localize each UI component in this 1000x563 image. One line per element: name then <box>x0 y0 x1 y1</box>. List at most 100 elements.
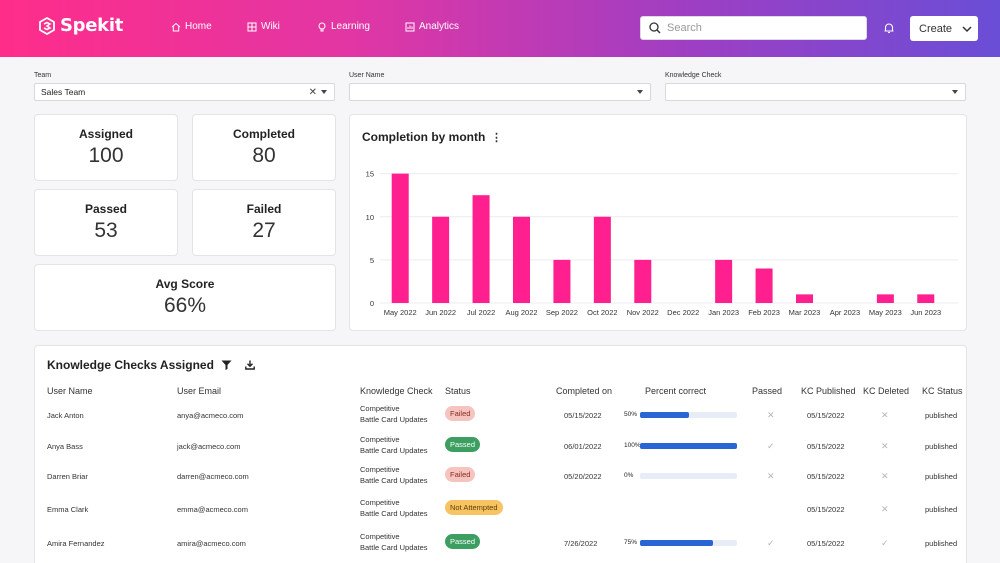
row-kc-line1: Competitive <box>360 532 400 541</box>
row-kc-published: 05/15/2022 <box>807 505 845 514</box>
nav-learning-label: Learning <box>331 21 370 32</box>
row-kc-status: published <box>925 505 958 514</box>
row-passed-mark: ✕ <box>767 471 775 481</box>
bar[interactable] <box>917 294 935 303</box>
row-percent-label: 75% <box>624 539 638 546</box>
table-row[interactable]: Amira Fernandez amira@acmeco.com Competiti… <box>35 527 968 559</box>
col-status[interactable]: Status <box>445 386 471 396</box>
row-percent-label: 50% <box>624 411 638 418</box>
row-kc-published: 05/15/2022 <box>807 472 845 481</box>
row-user-name: Emma Clark <box>47 505 89 514</box>
x-tick-label: May 2023 <box>869 308 902 317</box>
bar[interactable] <box>593 216 611 303</box>
nav-learning[interactable]: Learning <box>317 21 370 32</box>
bar[interactable] <box>553 259 571 303</box>
row-knowledge-check: Competitive Battle Card Updates <box>360 434 428 456</box>
logo-text: Spekit <box>60 15 124 36</box>
row-kc-line1: Competitive <box>360 498 400 507</box>
table-title-text: Knowledge Checks Assigned <box>47 358 214 372</box>
x-tick-label: Jun 2022 <box>425 308 456 317</box>
row-kc-status: published <box>925 442 958 451</box>
row-passed-mark: ✓ <box>767 538 775 548</box>
row-user-name: Anya Bass <box>47 442 83 451</box>
row-kc-line1: Competitive <box>360 435 400 444</box>
status-badge: Failed <box>445 406 476 421</box>
col-kc-published[interactable]: KC Published <box>801 386 856 396</box>
bar[interactable] <box>432 216 450 303</box>
avg-score-value: 66% <box>163 294 207 317</box>
bar[interactable] <box>876 294 894 303</box>
user-name-select[interactable] <box>349 83 651 101</box>
bar[interactable] <box>513 216 530 303</box>
create-button[interactable]: Create <box>910 16 978 41</box>
team-select[interactable]: Sales Team ✕ <box>34 83 335 101</box>
completion-bar-chart: 0 5 10 15 May 2022 Jun 2022 Jul 2022 Aug 2022 Se… <box>366 170 958 317</box>
table-row[interactable]: Emma Clark emma@acmeco.com Competitive Batt… <box>35 493 968 525</box>
bar[interactable] <box>715 259 733 303</box>
filter-icon[interactable] <box>221 360 232 370</box>
row-completed-on: 05/15/2022 <box>564 411 602 420</box>
row-kc-status: published <box>925 472 958 481</box>
row-kc-published: 05/15/2022 <box>807 539 845 548</box>
completed-label: Completed <box>232 127 295 141</box>
bar[interactable] <box>472 195 490 303</box>
row-kc-deleted-mark: ✕ <box>881 504 889 514</box>
team-filter-label: Team <box>34 72 52 79</box>
row-kc-line2: Battle Card Updates <box>360 509 428 518</box>
knowledge-check-select[interactable] <box>665 83 966 101</box>
status-badge: Passed <box>445 437 481 452</box>
row-kc-status: published <box>925 411 958 420</box>
percent-bar-fill <box>640 540 713 546</box>
row-knowledge-check: Competitive Battle Card Updates <box>360 403 428 425</box>
bar[interactable] <box>634 259 652 303</box>
col-passed[interactable]: Passed <box>752 386 783 396</box>
chart-icon <box>405 22 415 31</box>
spekit-logo-icon <box>39 16 55 35</box>
nav-analytics[interactable]: Analytics <box>405 21 459 32</box>
row-user-name: Darren Briar <box>47 472 88 481</box>
bar[interactable] <box>755 268 773 304</box>
x-tick-label: Nov 2022 <box>627 308 659 317</box>
row-percent-label: 0% <box>624 472 634 479</box>
row-kc-deleted-mark: ✕ <box>881 471 889 481</box>
clear-icon[interactable]: ✕ <box>308 87 317 98</box>
table-row[interactable]: Jack Anton anya@acmeco.com Competitive Batt… <box>35 399 968 431</box>
kebab-menu-icon[interactable]: ⋮ <box>491 132 502 144</box>
nav-wiki[interactable]: Wiki <box>247 21 280 32</box>
row-user-email: amira@acmeco.com <box>177 539 246 548</box>
x-tick-label: Jun 2023 <box>910 308 941 317</box>
x-tick-label: Jul 2022 <box>467 308 495 317</box>
percent-bar <box>640 412 737 418</box>
status-badge: Not Attempted <box>445 500 503 515</box>
assigned-label: Assigned <box>78 127 133 141</box>
bar[interactable] <box>391 173 409 303</box>
col-completed-on[interactable]: Completed on <box>556 386 613 396</box>
nav-home[interactable]: Home <box>171 21 212 32</box>
completion-chart-card: Completion by month ⋮ 0 5 10 15 May 2022 Jun … <box>349 114 967 331</box>
avg-score-label: Avg Score <box>155 277 215 291</box>
x-tick-label: Aug 2022 <box>505 308 537 317</box>
col-kc-status[interactable]: KC Status <box>922 386 963 396</box>
col-user-name[interactable]: User Name <box>47 386 93 396</box>
search-box[interactable] <box>640 16 867 40</box>
row-kc-line2: Battle Card Updates <box>360 476 428 485</box>
row-completed-on: 05/20/2022 <box>564 472 602 481</box>
home-icon <box>171 22 181 31</box>
table-row[interactable]: Anya Bass jack@acmeco.com Competitive Battl… <box>35 430 968 462</box>
spekit-logo[interactable]: Spekit <box>38 15 123 36</box>
download-icon[interactable] <box>244 360 255 370</box>
x-tick-label: May 2022 <box>384 308 417 317</box>
search-input[interactable] <box>667 22 847 34</box>
col-knowledge-check[interactable]: Knowledge Check <box>360 386 433 396</box>
x-tick-label: Mar 2023 <box>789 308 821 317</box>
bar[interactable] <box>796 294 813 303</box>
search-icon <box>649 22 661 34</box>
bell-icon[interactable] <box>882 21 896 35</box>
col-percent-correct[interactable]: Percent correct <box>645 386 707 396</box>
percent-bar <box>640 443 737 449</box>
percent-bar-fill <box>640 443 737 449</box>
table-row[interactable]: Darren Briar darren@acmeco.com Competitive… <box>35 460 968 492</box>
y-tick-label: 5 <box>370 256 374 265</box>
col-kc-deleted[interactable]: KC Deleted <box>863 386 910 396</box>
col-user-email[interactable]: User Email <box>177 386 222 396</box>
